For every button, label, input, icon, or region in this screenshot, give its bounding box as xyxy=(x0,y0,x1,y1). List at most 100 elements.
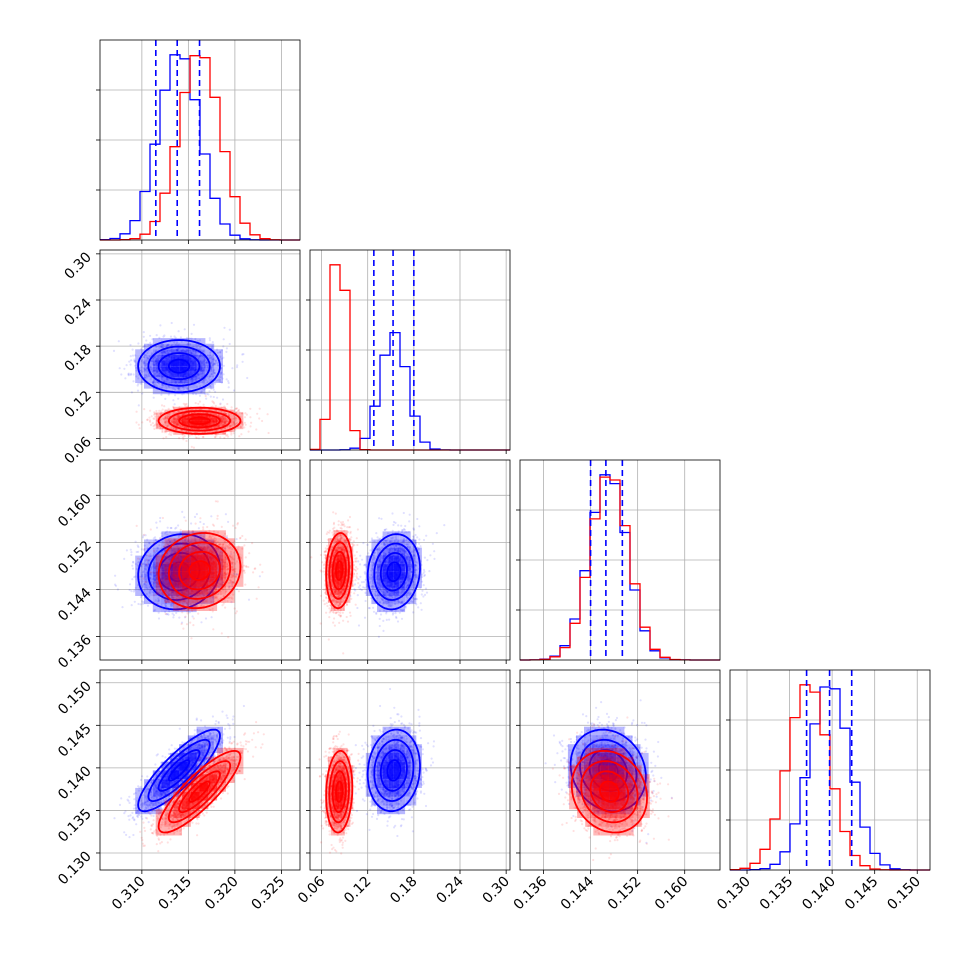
scatter-point xyxy=(175,611,178,615)
scatter-point xyxy=(144,579,147,582)
scatter-point xyxy=(143,356,146,359)
density-cell xyxy=(152,338,162,344)
scatter-point xyxy=(236,422,239,425)
scatter-point xyxy=(172,614,175,617)
scatter-point xyxy=(137,377,140,380)
scatter-point xyxy=(226,402,229,406)
scatter-point xyxy=(190,522,193,525)
scatter-point xyxy=(169,603,172,606)
scatter-point xyxy=(196,408,199,411)
scatter-point xyxy=(165,420,168,423)
scatter-point xyxy=(174,388,177,391)
density-cell xyxy=(205,377,215,383)
scatter-point xyxy=(148,355,151,358)
scatter-point xyxy=(221,377,224,380)
scatter-point xyxy=(194,408,197,411)
scatter-point xyxy=(250,421,253,424)
scatter-point xyxy=(160,532,163,535)
density-cell xyxy=(144,343,153,350)
scatter-point xyxy=(144,575,148,578)
scatter-point xyxy=(162,437,165,440)
scatter-point xyxy=(160,393,163,396)
scatter-point xyxy=(183,516,186,519)
scatter-point xyxy=(142,601,145,604)
density-cell xyxy=(164,426,174,430)
scatter-point xyxy=(162,417,165,420)
scatter-point xyxy=(161,344,164,347)
scatter-point xyxy=(192,617,195,620)
scatter-point xyxy=(214,435,217,438)
density-cell xyxy=(196,343,206,350)
scatter-point xyxy=(209,356,213,359)
density-cell xyxy=(199,423,209,427)
scatter-point xyxy=(225,420,228,423)
density-cell xyxy=(187,383,197,389)
scatter-point xyxy=(205,368,208,371)
scatter-point xyxy=(142,584,145,587)
density-cell xyxy=(205,349,215,355)
scatter-point xyxy=(152,537,155,540)
scatter-point xyxy=(156,425,159,428)
scatter-point xyxy=(244,423,247,426)
scatter-point xyxy=(214,436,217,439)
scatter-point xyxy=(241,534,244,538)
scatter-point xyxy=(165,436,168,439)
scatter-point xyxy=(202,380,205,383)
scatter-point xyxy=(198,538,202,541)
scatter-point xyxy=(154,536,157,539)
scatter-point xyxy=(158,595,161,598)
density-cell xyxy=(161,383,171,389)
scatter-point xyxy=(133,361,137,364)
scatter-point xyxy=(233,423,236,426)
scatter-point xyxy=(167,343,170,346)
density-cell xyxy=(217,429,226,432)
scatter-point xyxy=(147,559,150,562)
scatter-point xyxy=(179,528,182,532)
scatter-point xyxy=(139,382,142,385)
scatter-point xyxy=(208,390,211,393)
scatter-point xyxy=(158,589,162,592)
scatter-point xyxy=(144,534,147,537)
scatter-point xyxy=(210,515,213,518)
scatter-point xyxy=(131,564,134,567)
scatter-point xyxy=(212,353,215,356)
scatter-point xyxy=(220,410,223,413)
scatter-point xyxy=(156,385,159,388)
scatter-point xyxy=(169,540,172,544)
scatter-point xyxy=(155,349,158,352)
scatter-point xyxy=(153,542,156,545)
scatter-point xyxy=(143,360,146,363)
density-cell xyxy=(187,371,197,378)
scatter-point xyxy=(198,377,201,380)
scatter-point xyxy=(131,354,135,357)
scatter-point xyxy=(142,362,146,365)
density-cell xyxy=(187,343,197,350)
scatter-point xyxy=(140,369,143,372)
scatter-point xyxy=(164,421,167,424)
scatter-point xyxy=(145,554,148,557)
scatter-point xyxy=(144,369,147,372)
scatter-point xyxy=(117,340,120,343)
scatter-point xyxy=(152,417,155,420)
scatter-point xyxy=(208,384,211,387)
scatter-point xyxy=(184,404,187,407)
scatter-point xyxy=(199,520,202,524)
scatter-point xyxy=(155,409,158,413)
panel-1-0-grid xyxy=(100,250,300,450)
scatter-point xyxy=(164,531,167,534)
panel-1-0-frame xyxy=(99,249,301,451)
scatter-point xyxy=(137,602,140,606)
scatter-point xyxy=(202,388,206,391)
scatter-point xyxy=(148,542,151,545)
scatter-point xyxy=(173,538,176,541)
scatter-point xyxy=(195,346,198,350)
scatter-point xyxy=(241,420,244,424)
contour-line xyxy=(157,352,201,381)
scatter-point xyxy=(226,433,229,436)
scatter-point xyxy=(232,389,236,392)
scatter-point xyxy=(147,561,150,564)
scatter-point xyxy=(169,412,172,415)
scatter-point xyxy=(145,592,148,596)
scatter-point xyxy=(171,612,174,615)
scatter-point xyxy=(206,354,209,357)
